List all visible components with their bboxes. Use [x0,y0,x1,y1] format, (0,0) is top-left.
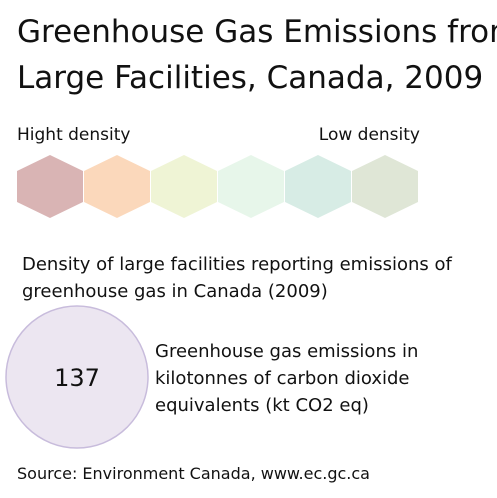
density-hexagon [352,155,418,218]
title-line: Large Facilities, Canada, 2009 [17,60,483,96]
density-description: Density of large facilities reporting em… [22,254,452,275]
density-scale [17,155,418,218]
high-density-label: Hight density [17,125,130,145]
circle-description: Greenhouse gas emissions in [155,341,418,362]
density-hexagon [84,155,150,218]
density-hexagon [285,155,351,218]
circle-description: equivalents (kt CO2 eq) [155,395,369,416]
low-density-label: Low density [319,125,420,145]
title-line: Greenhouse Gas Emissions from [17,14,497,50]
circle-description: kilotonnes of carbon dioxide [155,368,410,389]
density-hexagon [218,155,284,218]
density-hexagon [151,155,217,218]
circle-value: 137 [54,364,100,392]
density-hexagon [17,155,83,218]
size-circle [5,305,149,449]
density-description: greenhouse gas in Canada (2009) [22,281,328,302]
source: Source: Environment Canada, www.ec.gc.ca [17,464,370,483]
